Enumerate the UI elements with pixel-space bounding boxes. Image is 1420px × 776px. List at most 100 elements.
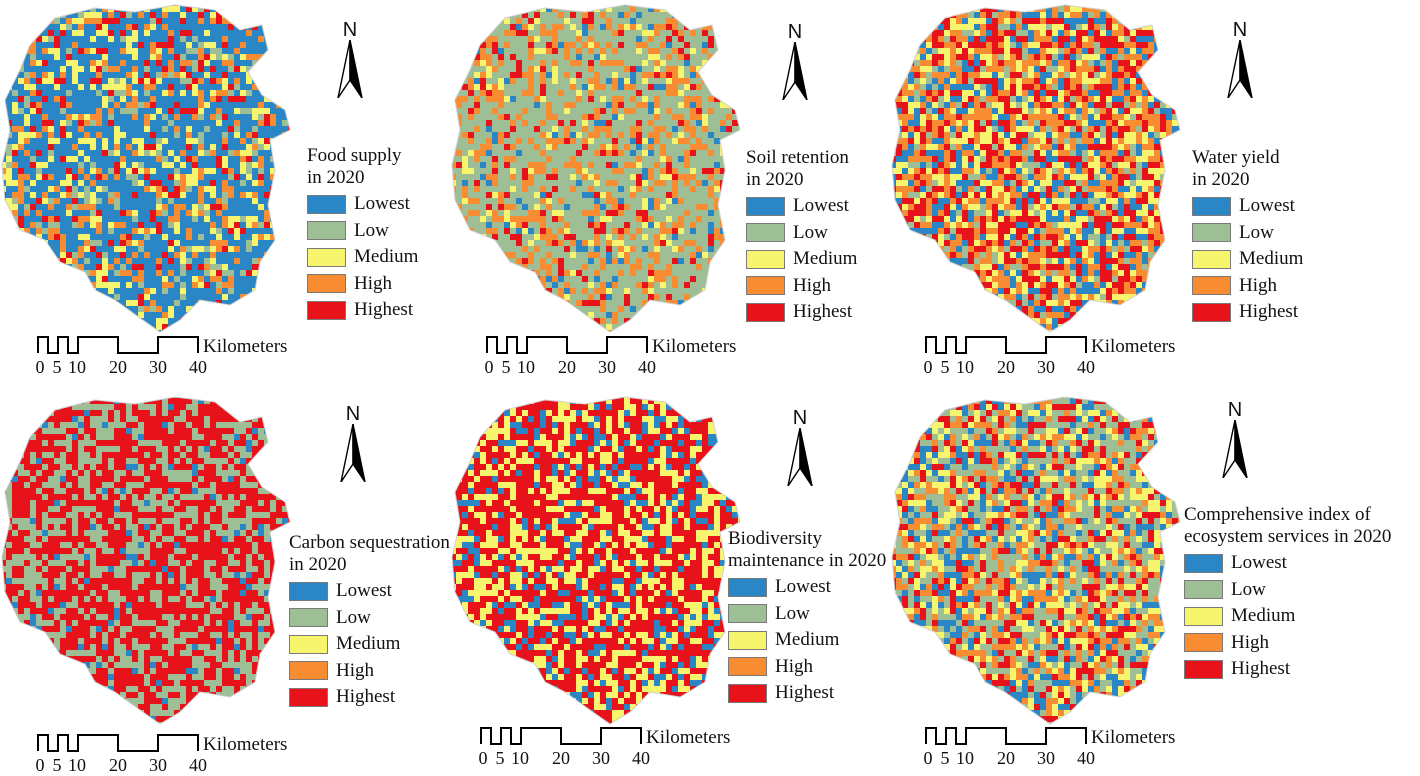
legend-label-low: Low xyxy=(1231,578,1266,600)
swatch-high xyxy=(728,657,767,677)
north-arrow: N xyxy=(775,22,815,102)
map-panel-6: N Comprehensive index of ecosystem servi… xyxy=(890,392,1391,776)
legend-item-low: Low xyxy=(746,220,857,247)
legend-title: Carbon sequestration in 2020 xyxy=(289,532,450,576)
scale-tick: 40 xyxy=(189,357,207,377)
scale-tick: 40 xyxy=(1077,357,1095,377)
map-panel-1: N Food supply in 2020 Lowest Low Medium … xyxy=(0,0,460,384)
scale-tick: 5 xyxy=(501,357,511,377)
scale-tick: 0 xyxy=(923,748,933,768)
scale-tick: 10 xyxy=(68,755,86,775)
legend-title: Comprehensive index of ecosystem service… xyxy=(1184,504,1391,548)
scale-tick: 30 xyxy=(149,357,167,377)
region-map xyxy=(891,4,1181,333)
legend-label-low: Low xyxy=(354,219,389,241)
legend-label-highest: Highest xyxy=(793,301,853,323)
legend-item-low: Low xyxy=(1192,220,1303,247)
scale-units: Kilometers xyxy=(646,727,731,748)
legend-item-high: High xyxy=(1192,273,1303,300)
north-arrow-icon xyxy=(337,40,363,98)
scale-units: Kilometers xyxy=(203,336,288,357)
scale-units: Kilometers xyxy=(1091,727,1176,748)
swatch-medium xyxy=(1184,606,1223,626)
swatch-highest xyxy=(289,687,328,707)
map-panel-3: N Water yield in 2020 Lowest Low Medium … xyxy=(890,0,1350,384)
north-arrow-icon xyxy=(1227,40,1253,98)
scale-tick: 10 xyxy=(956,357,974,377)
legend-label-high: High xyxy=(354,272,392,294)
legend-item-high: High xyxy=(307,271,418,298)
legend-item-lowest: Lowest xyxy=(307,191,418,218)
legend-title: Soil retention in 2020 xyxy=(746,147,857,191)
map-legend: Carbon sequestration in 2020 Lowest Low … xyxy=(289,532,450,711)
legend-label-medium: Medium xyxy=(793,248,858,270)
scale-tick: 10 xyxy=(517,357,535,377)
legend-label-lowest: Lowest xyxy=(1239,195,1295,217)
scale-tick: 20 xyxy=(558,357,576,377)
legend-label-highest: Highest xyxy=(1239,301,1299,323)
scale-tick: 30 xyxy=(1037,748,1055,768)
swatch-highest xyxy=(1192,302,1231,322)
swatch-high xyxy=(746,276,785,296)
scale-tick: 0 xyxy=(35,755,45,775)
legend-label-high: High xyxy=(336,659,374,681)
legend-item-highest: Highest xyxy=(1192,299,1303,326)
scale-tick: 5 xyxy=(52,357,62,377)
scale-bar-graphic xyxy=(37,734,199,752)
legend-title-line-1: Soil retention xyxy=(746,147,849,168)
scale-tick: 20 xyxy=(109,755,127,775)
legend-title-line-1: Water yield xyxy=(1192,147,1280,168)
map-legend: Biodiversity maintenance in 2020 Lowest … xyxy=(728,528,886,707)
legend-label-medium: Medium xyxy=(354,246,419,268)
legend-item-highest: Highest xyxy=(307,297,418,324)
legend-title-line-1: Food supply xyxy=(307,145,402,166)
legend-title-line-1: Carbon sequestration xyxy=(289,532,450,553)
scale-tick: 10 xyxy=(68,357,86,377)
legend-item-high: High xyxy=(1184,630,1391,657)
legend-label-highest: Highest xyxy=(336,686,396,708)
legend-item-medium: Medium xyxy=(307,244,418,271)
legend-item-highest: Highest xyxy=(1184,656,1391,683)
swatch-high xyxy=(1192,276,1231,296)
legend-item-highest: Highest xyxy=(289,684,450,711)
scale-tick: 20 xyxy=(109,357,127,377)
swatch-lowest xyxy=(289,581,328,601)
legend-item-lowest: Lowest xyxy=(728,574,886,601)
scale-bar: Kilometers 0 5 10 20 30 40 xyxy=(36,333,307,377)
legend-title: Biodiversity maintenance in 2020 xyxy=(728,528,886,572)
swatch-high xyxy=(307,274,346,294)
legend-label-lowest: Lowest xyxy=(1231,552,1287,574)
scale-tick: 5 xyxy=(940,357,950,377)
swatch-lowest xyxy=(1184,553,1223,573)
scale-tick: 40 xyxy=(189,755,207,775)
legend-label-medium: Medium xyxy=(1231,605,1296,627)
scale-tick: 20 xyxy=(997,748,1015,768)
scale-bar: Kilometers 0 5 10 20 30 40 xyxy=(479,724,750,768)
legend-item-high: High xyxy=(289,658,450,685)
legend-item-lowest: Lowest xyxy=(746,193,857,220)
north-label: N xyxy=(342,19,358,41)
legend-label-low: Low xyxy=(336,606,371,628)
swatch-low xyxy=(307,221,346,241)
legend-label-high: High xyxy=(1239,274,1277,296)
swatch-lowest xyxy=(307,194,346,214)
swatch-high xyxy=(1184,633,1223,653)
north-arrow-icon xyxy=(340,424,366,482)
scale-bar: Kilometers 0 5 10 20 30 40 xyxy=(924,333,1195,377)
legend-item-lowest: Lowest xyxy=(1184,550,1391,577)
region-map xyxy=(451,396,741,725)
swatch-low xyxy=(1192,223,1231,243)
legend-title-line-2: ecosystem services in 2020 xyxy=(1184,526,1392,547)
map-legend: Food supply in 2020 Lowest Low Medium Hi… xyxy=(307,145,418,324)
scale-bar: Kilometers 0 5 10 20 30 40 xyxy=(485,333,756,377)
swatch-highest xyxy=(746,302,785,322)
swatch-medium xyxy=(307,247,346,267)
legend-label-medium: Medium xyxy=(336,633,401,655)
scale-tick: 20 xyxy=(552,748,570,768)
north-arrow-icon xyxy=(787,428,813,486)
legend-item-medium: Medium xyxy=(1192,246,1303,273)
legend-item-medium: Medium xyxy=(728,627,886,654)
scale-tick: 30 xyxy=(1037,357,1055,377)
swatch-low xyxy=(728,604,767,624)
legend-label-lowest: Lowest xyxy=(354,193,410,215)
